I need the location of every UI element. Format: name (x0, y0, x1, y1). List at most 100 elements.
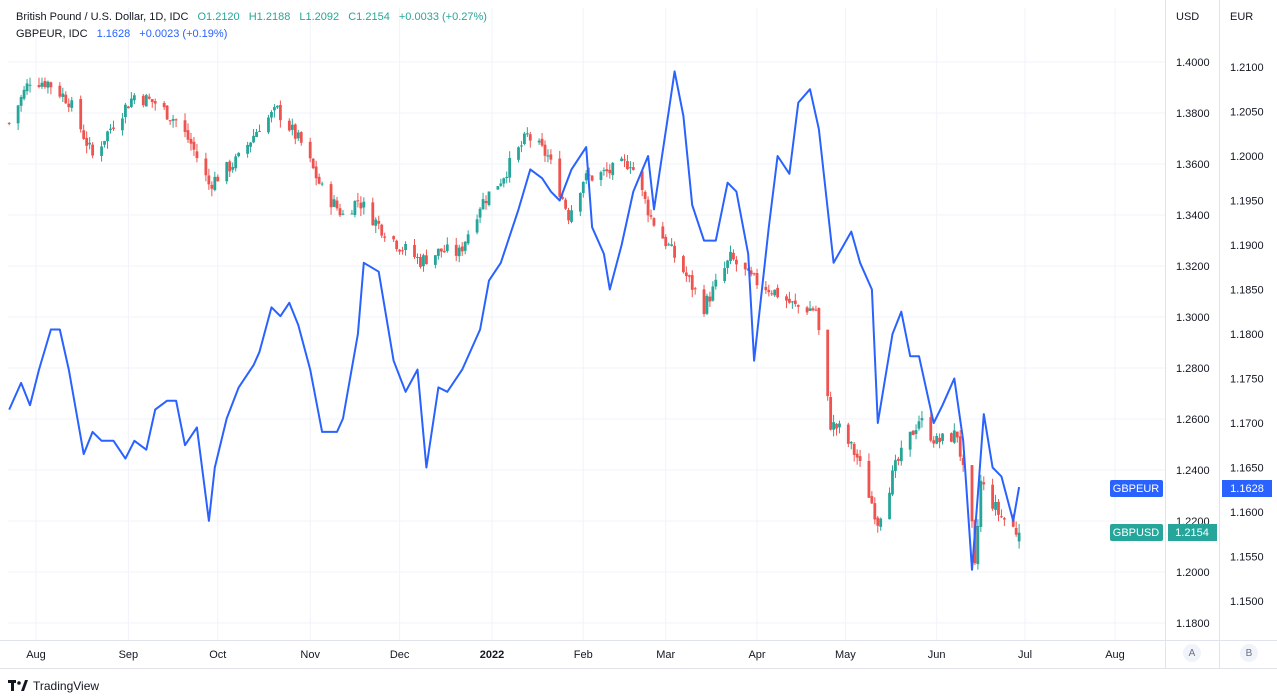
candle (189, 132, 193, 151)
candle (602, 167, 606, 176)
candle (58, 82, 62, 99)
candle (690, 270, 694, 298)
candle (246, 141, 250, 158)
candle (584, 170, 588, 185)
time-tick-label: Mar (656, 649, 675, 661)
candle (422, 253, 425, 272)
auto-scale-button[interactable]: A (1183, 644, 1201, 662)
candle (392, 235, 396, 243)
candle (1014, 521, 1018, 537)
compare-symbol-title[interactable]: GBPEUR, IDC (16, 28, 88, 40)
candle (171, 114, 175, 128)
candle (213, 171, 217, 192)
candle (91, 142, 95, 159)
candle (150, 98, 154, 108)
candle (64, 91, 68, 104)
candle (590, 175, 594, 182)
candle (687, 274, 691, 283)
candle (436, 248, 440, 260)
candle (891, 465, 894, 497)
candle (106, 130, 109, 149)
candle (558, 150, 562, 198)
candle (267, 114, 270, 135)
candle (520, 141, 523, 153)
candle (599, 170, 603, 187)
gbpusd-candles (7, 77, 1021, 570)
candle (380, 223, 384, 239)
candle (817, 307, 821, 335)
candle (290, 118, 294, 136)
time-scale[interactable]: Aug Sep Oct Nov Dec 2022 Feb Mar Apr May Jun Jul Aug (26, 649, 1125, 661)
scale-b-button[interactable]: B (1240, 644, 1258, 662)
candle (225, 161, 229, 185)
candle (646, 196, 650, 223)
candle (564, 197, 568, 211)
eur-price-scale[interactable]: 1.2100 1.2050 1.2000 1.1950 1.1900 1.1850 1.18… (1230, 62, 1264, 608)
candle (755, 268, 759, 289)
candle (85, 131, 89, 154)
candle (124, 102, 127, 124)
candle (935, 433, 939, 445)
usd-tick-label: 1.2800 (1176, 363, 1210, 375)
candle (1017, 524, 1021, 549)
eur-tick-label: 1.1600 (1230, 507, 1264, 519)
candle (7, 122, 11, 126)
candle (398, 248, 402, 255)
candle (371, 197, 375, 226)
candle (129, 92, 133, 109)
candle (608, 164, 612, 179)
candle (917, 415, 921, 431)
candle (445, 237, 449, 253)
candle (383, 232, 387, 242)
candle (484, 195, 488, 210)
candle (829, 391, 833, 431)
candle (693, 286, 697, 295)
footer-brand[interactable]: TradingView (8, 679, 99, 693)
candle (808, 301, 812, 312)
usd-price-scale[interactable]: 1.4000 1.3800 1.3600 1.3400 1.3200 1.3000 1.28… (1176, 57, 1210, 630)
candle (192, 136, 196, 157)
candle (826, 329, 830, 401)
candle (631, 161, 635, 171)
candle (952, 423, 956, 444)
candle (299, 131, 303, 146)
candle (994, 494, 997, 516)
symbol-title[interactable]: British Pound / U.S. Dollar, 1D, IDC (16, 11, 189, 23)
usd-tick-label: 1.3600 (1176, 159, 1210, 171)
gbpeur-line (8, 70, 1021, 571)
time-tick-label: Aug (26, 649, 46, 661)
candle (832, 414, 835, 437)
candle (103, 140, 106, 148)
candle (970, 464, 974, 528)
candle (487, 191, 491, 207)
eur-tick-label: 1.1750 (1230, 374, 1264, 386)
time-tick-label: 2022 (480, 649, 504, 661)
candle (752, 272, 756, 276)
candle (735, 256, 738, 272)
candle (132, 93, 136, 105)
candle (776, 284, 780, 299)
candle (296, 129, 300, 141)
time-tick-label: May (835, 649, 856, 661)
usd-tick-label: 1.1800 (1176, 618, 1210, 630)
candle (570, 205, 573, 224)
candle (652, 217, 656, 227)
candle (466, 230, 470, 246)
compare-change: +0.0023 (+0.19%) (139, 28, 228, 40)
candle (496, 185, 500, 190)
eur-tick-label: 1.1950 (1230, 196, 1264, 208)
candle (702, 284, 706, 317)
eur-tick-label: 1.2050 (1230, 107, 1264, 119)
candle (314, 160, 318, 186)
gbpeur-tag-label: GBPEUR (1113, 483, 1160, 495)
candle (502, 177, 506, 188)
candle (308, 137, 312, 163)
candle (522, 131, 526, 146)
candle (867, 453, 871, 498)
candle (525, 127, 529, 137)
candle (623, 154, 626, 168)
candle (61, 87, 65, 102)
usd-tick-label: 1.2600 (1176, 414, 1210, 426)
time-tick-label: Dec (390, 649, 410, 661)
